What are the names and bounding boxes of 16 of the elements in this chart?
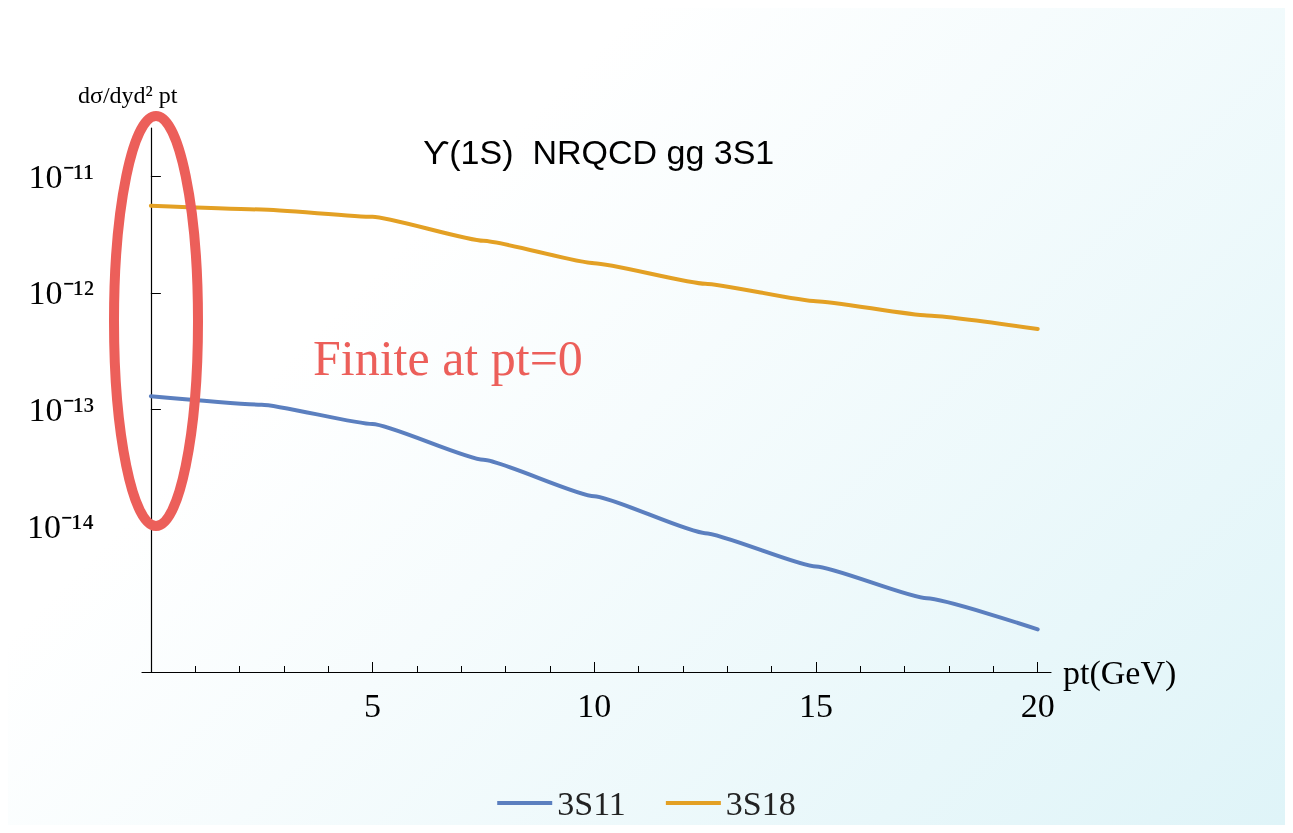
chart-title: ϒ(1S) NRQCD gg 3S1 bbox=[423, 133, 775, 171]
annotation: Finite at pt=0 bbox=[313, 330, 583, 386]
x-tick-label: 5 bbox=[364, 686, 382, 724]
x-tick-label: 10 bbox=[577, 686, 612, 724]
y-tick-label: 10⁻¹³ bbox=[28, 391, 94, 429]
y-axis-title: dσ/dyd² pt bbox=[78, 82, 178, 108]
y-tick-label: 10⁻¹² bbox=[28, 274, 94, 312]
y-tick-label: 10⁻¹⁴ bbox=[26, 507, 94, 545]
legend-label: 3S18 bbox=[725, 784, 796, 822]
y-tick-label: 10⁻¹¹ bbox=[28, 157, 94, 195]
line-series bbox=[148, 394, 1040, 632]
line-series bbox=[148, 203, 1040, 332]
legend-label: 3S11 bbox=[557, 784, 626, 822]
x-tick-label: 15 bbox=[798, 686, 833, 724]
x-tick-label: 20 bbox=[1020, 686, 1055, 724]
x-axis-title: pt(GeV) bbox=[1063, 653, 1177, 692]
